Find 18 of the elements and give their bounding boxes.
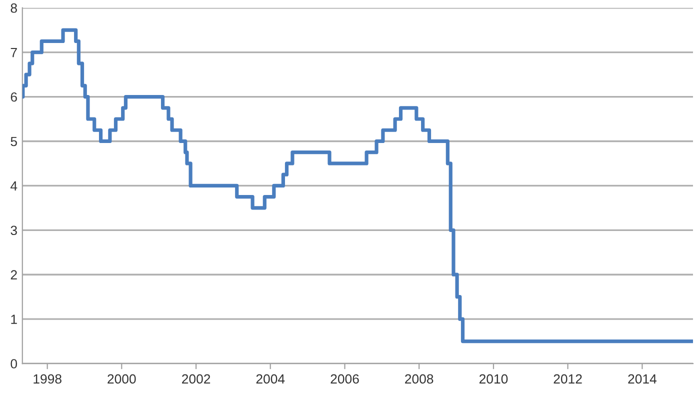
y-tick-label: 1 <box>11 314 17 324</box>
y-tick-label: 0 <box>10 359 18 368</box>
y-tick-label: 7 <box>10 48 17 58</box>
x-tick-label: 2014 <box>628 374 656 384</box>
y-tick-label: 6 <box>10 92 17 102</box>
x-tick-label: 2010 <box>479 374 508 384</box>
x-tick-label: 2004 <box>256 374 285 384</box>
x-tick-label: 2006 <box>330 374 359 384</box>
x-tick-label: 1998 <box>34 374 62 384</box>
y-tick-label: 2 <box>10 270 17 280</box>
y-tick-label: 5 <box>10 136 17 146</box>
x-tick-label: 2008 <box>405 374 434 384</box>
y-tick-label: 8 <box>10 3 17 13</box>
x-tick-label: 2012 <box>554 374 582 384</box>
x-tick-label: 2002 <box>182 374 210 384</box>
y-tick-label: 3 <box>10 226 17 236</box>
y-tick-label: 4 <box>10 181 18 190</box>
x-tick-label: 2000 <box>108 374 136 384</box>
